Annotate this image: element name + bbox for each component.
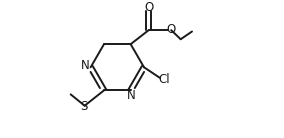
Text: O: O <box>167 23 176 36</box>
Text: O: O <box>144 1 153 14</box>
Text: S: S <box>81 100 88 113</box>
Text: N: N <box>127 89 136 103</box>
Text: Cl: Cl <box>158 72 170 86</box>
Text: N: N <box>81 59 89 72</box>
